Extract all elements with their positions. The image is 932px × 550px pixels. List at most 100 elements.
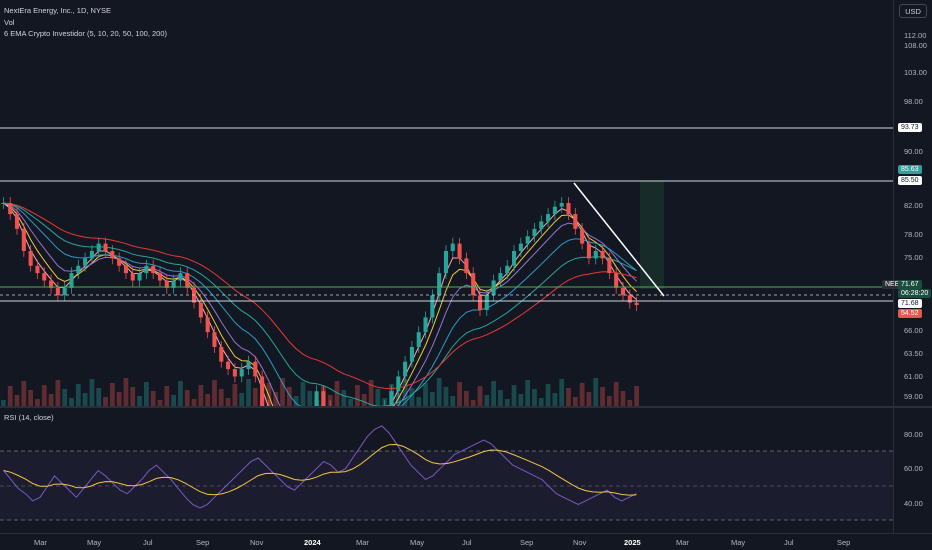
candle-body [559,203,564,207]
candle-body [62,287,67,296]
candle-body [593,250,598,259]
candle-body [246,361,251,370]
volume-bars [1,378,639,406]
price-axis-label: 59.00 [904,392,923,401]
volume-bar [157,400,163,406]
candle-body [130,273,135,281]
time-axis-label: May [410,538,425,547]
candle-body [253,361,258,377]
volume-bar [484,395,490,406]
ema-lines [3,202,637,406]
candle-body [607,258,612,274]
price-axis-label: 75.00 [904,253,923,262]
volume-bar [21,381,27,406]
volume-bar [429,392,435,406]
candle-body [110,250,115,259]
candle-body [566,203,571,215]
candle-body [69,273,74,288]
volume-bar [164,386,170,406]
volume-bar [600,387,605,406]
volume-bar [620,391,626,406]
volume-bar [464,391,469,406]
time-axis-label: 2025 [624,538,641,547]
volume-bar [504,399,510,406]
candle-body [443,250,448,274]
volume-bar [498,390,503,406]
candle-body [8,203,13,215]
volume-bar [341,390,347,406]
time-axis-label: Sep [520,538,534,547]
rsi-axis[interactable]: 80.00 60.00 40.00 [893,408,932,533]
volume-bar [55,380,61,406]
volume-bar [368,380,374,406]
price-chart[interactable] [0,0,893,406]
volume-bar [252,388,258,406]
volume-bar [606,396,612,406]
candle-body [532,228,537,237]
volume-bar [355,385,360,406]
symbol-legend[interactable]: NextEra Energy, Inc., 1D, NYSE [4,6,111,15]
ema100-line [3,202,637,406]
volume-bar [191,399,197,406]
volume-bar [436,378,442,406]
volume-bar [96,388,102,406]
candle-body [212,332,217,347]
candle-body [219,346,224,362]
ema200-line [3,202,637,390]
candle-body [416,332,421,347]
currency-button[interactable]: USD [899,4,927,18]
candle-body [321,391,326,406]
volume-bar [130,387,136,406]
volume-bar [205,394,211,406]
volume-bar [225,398,231,406]
downtrend-line[interactable] [573,182,665,297]
candle-body [42,273,47,281]
candle-body [403,361,408,377]
candle-body [232,369,237,377]
time-axis-label: Mar [356,538,369,547]
ema-legend[interactable]: 6 EMA Crypto Investidor (5, 10, 20, 50, … [4,29,168,38]
candle-body [512,250,517,266]
candle-body [178,273,183,281]
volume-bar [14,395,20,406]
candle-body [518,243,523,251]
price-axis-label: 61.00 [904,372,923,381]
volume-bar [7,386,13,406]
volume-bar [457,382,462,406]
price-axis-label: 66.00 [904,326,923,335]
time-axis-label: May [87,538,102,547]
volume-bar [300,382,306,406]
candle-body [164,280,169,288]
volume-bar [443,387,449,406]
price-axis[interactable]: 112.00 108.00 103.00 98.00 90.00 82.00 78.00 75… [893,0,932,406]
volume-legend[interactable]: Vol [4,18,15,27]
ema5-line [3,202,637,406]
volume-bar [552,393,558,406]
volume-bar [41,385,47,406]
candle-body [49,280,54,288]
red-price-tag: 54.52 [898,309,922,318]
volume-bar [150,391,156,406]
candle-body [389,391,394,406]
price-axis-label: 108.00 [904,41,927,50]
volume-bar [232,384,238,406]
candle-body [21,228,26,251]
candle-body [423,317,428,333]
rsi-chart[interactable] [0,408,893,533]
pane-divider[interactable] [0,406,932,408]
volume-bar [178,381,183,406]
candle-body [1,203,6,204]
candle-body [437,273,442,296]
candle-body [14,214,20,229]
time-axis-label: Mar [676,538,689,547]
volume-bar [634,386,639,406]
volume-bar [212,380,217,406]
level-tag-85-50: 85.50 [898,176,922,185]
candle-body [144,265,149,274]
candle-body [546,214,551,222]
rsi-legend[interactable]: RSI (14, close) [4,413,54,422]
level-tag-71: 71.68 [898,299,922,308]
time-axis[interactable]: Mar May Jul Sep Nov 2024 Mar May Jul Sep Nov 2025 Ma… [0,533,932,550]
price-axis-label: 103.00 [904,68,927,77]
candle-body [477,295,483,311]
